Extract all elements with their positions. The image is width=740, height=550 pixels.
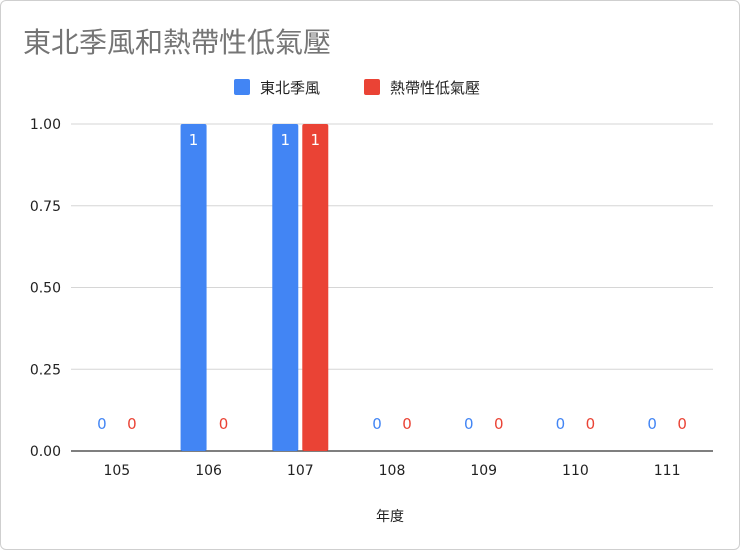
legend-label: 熱帶性低氣壓: [390, 79, 480, 97]
data-label: 0: [127, 415, 137, 433]
x-tick-label: 109: [470, 463, 497, 479]
bar: [180, 124, 207, 451]
x-tick-label: 108: [379, 463, 406, 479]
chart-title: 東北季風和熱帶性低氣壓: [23, 26, 332, 59]
y-tick-label: 0.75: [30, 199, 61, 215]
data-label: 0: [219, 415, 229, 433]
data-label: 1: [189, 131, 199, 149]
y-tick-label: 0.25: [30, 362, 61, 378]
data-label: 0: [586, 415, 596, 433]
legend-swatch: [234, 79, 250, 95]
bar: [302, 124, 329, 451]
data-label: 0: [647, 415, 657, 433]
bar: [272, 124, 299, 451]
x-tick-label: 106: [195, 463, 222, 479]
y-tick-label: 0.50: [30, 281, 61, 297]
legend-swatch: [364, 79, 380, 95]
data-label: 0: [402, 415, 412, 433]
y-tick-label: 0.00: [30, 444, 61, 460]
data-label: 1: [311, 131, 321, 149]
data-label: 0: [556, 415, 566, 433]
data-label: 0: [677, 415, 687, 433]
data-label: 0: [464, 415, 474, 433]
data-label: 1: [281, 131, 291, 149]
data-label: 0: [97, 415, 107, 433]
x-axis-title: 年度: [376, 509, 404, 525]
x-tick-label: 110: [562, 463, 589, 479]
x-tick-label: 111: [654, 463, 681, 479]
data-label: 0: [372, 415, 382, 433]
data-label: 0: [494, 415, 504, 433]
legend-label: 東北季風: [260, 79, 320, 97]
y-tick-label: 1.00: [30, 117, 61, 133]
x-tick-label: 105: [103, 463, 130, 479]
x-tick-label: 107: [287, 463, 314, 479]
